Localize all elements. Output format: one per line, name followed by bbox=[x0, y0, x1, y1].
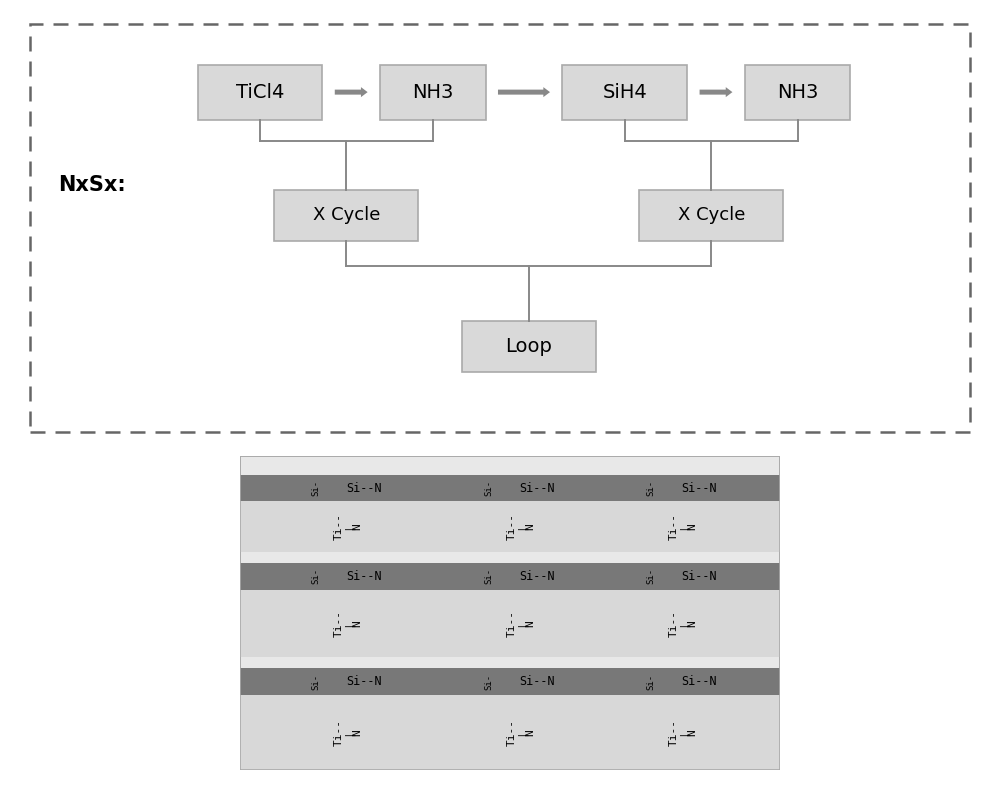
Text: Si-: Si- bbox=[484, 674, 493, 689]
Bar bbox=[240, 668, 780, 695]
Text: Si--N: Si--N bbox=[681, 482, 717, 494]
Text: Si--N: Si--N bbox=[681, 570, 717, 582]
Text: NH3: NH3 bbox=[412, 83, 453, 101]
FancyBboxPatch shape bbox=[462, 321, 596, 373]
Text: Si-: Si- bbox=[311, 568, 320, 584]
Text: Ti--
|
N: Ti-- | N bbox=[506, 610, 535, 637]
FancyBboxPatch shape bbox=[274, 189, 418, 241]
Bar bbox=[240, 695, 780, 770]
FancyBboxPatch shape bbox=[198, 64, 322, 119]
Text: Si-: Si- bbox=[311, 480, 320, 496]
Bar bbox=[240, 475, 780, 501]
Text: Ti--
|
N: Ti-- | N bbox=[334, 719, 362, 746]
Text: Si-: Si- bbox=[311, 674, 320, 689]
Text: SiH4: SiH4 bbox=[602, 83, 647, 101]
Bar bbox=[240, 590, 780, 657]
Text: Si-: Si- bbox=[646, 568, 655, 584]
FancyBboxPatch shape bbox=[562, 64, 687, 119]
Text: Ti--
|
N: Ti-- | N bbox=[668, 610, 697, 637]
Text: Si-: Si- bbox=[646, 674, 655, 689]
Text: Loop: Loop bbox=[505, 337, 552, 356]
Text: Si--N: Si--N bbox=[681, 675, 717, 688]
Text: X Cycle: X Cycle bbox=[678, 206, 745, 224]
Text: Ti--
|
N: Ti-- | N bbox=[668, 513, 697, 540]
Text: Ti--
|
N: Ti-- | N bbox=[668, 719, 697, 746]
Text: Si-: Si- bbox=[484, 568, 493, 584]
FancyBboxPatch shape bbox=[745, 64, 850, 119]
Text: Si--N: Si--N bbox=[519, 570, 555, 582]
Text: Ti--
|
N: Ti-- | N bbox=[334, 610, 362, 637]
Text: X Cycle: X Cycle bbox=[313, 206, 380, 224]
FancyBboxPatch shape bbox=[30, 24, 970, 432]
Text: NH3: NH3 bbox=[777, 83, 818, 101]
Text: Si--N: Si--N bbox=[346, 482, 382, 494]
Text: Si--N: Si--N bbox=[519, 675, 555, 688]
Text: Ti--
|
N: Ti-- | N bbox=[506, 719, 535, 746]
Text: Ti--
|
N: Ti-- | N bbox=[506, 513, 535, 540]
Bar bbox=[240, 501, 780, 552]
Text: Ti--
|
N: Ti-- | N bbox=[334, 513, 362, 540]
Text: TiCl4: TiCl4 bbox=[236, 83, 284, 101]
Text: Si-: Si- bbox=[484, 480, 493, 496]
Bar bbox=[240, 563, 780, 590]
Text: NxSx:: NxSx: bbox=[58, 175, 126, 196]
Text: Si--N: Si--N bbox=[346, 570, 382, 582]
FancyBboxPatch shape bbox=[639, 189, 783, 241]
Text: Si--N: Si--N bbox=[346, 675, 382, 688]
Text: Si--N: Si--N bbox=[519, 482, 555, 494]
FancyBboxPatch shape bbox=[380, 64, 486, 119]
Text: Si-: Si- bbox=[646, 480, 655, 496]
